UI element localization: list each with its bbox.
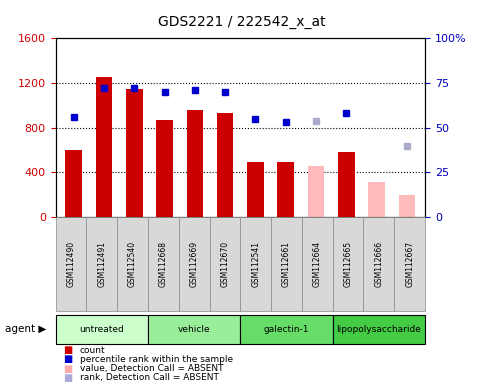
Text: value, Detection Call = ABSENT: value, Detection Call = ABSENT xyxy=(80,364,223,373)
Text: GSM112670: GSM112670 xyxy=(220,241,229,287)
Text: ■: ■ xyxy=(63,373,72,383)
Bar xyxy=(126,89,142,217)
Text: GDS2221 / 222542_x_at: GDS2221 / 222542_x_at xyxy=(157,15,326,29)
Text: GSM112490: GSM112490 xyxy=(67,241,75,287)
Text: percentile rank within the sample: percentile rank within the sample xyxy=(80,355,233,364)
Text: GSM112666: GSM112666 xyxy=(374,241,384,287)
Text: GSM112541: GSM112541 xyxy=(251,241,260,287)
Bar xyxy=(156,120,173,217)
Bar xyxy=(217,113,233,217)
Text: rank, Detection Call = ABSENT: rank, Detection Call = ABSENT xyxy=(80,373,219,382)
Bar xyxy=(338,152,355,217)
Bar xyxy=(186,110,203,217)
Bar xyxy=(398,195,415,217)
Text: ■: ■ xyxy=(63,345,72,355)
Text: GSM112664: GSM112664 xyxy=(313,241,322,287)
Bar xyxy=(277,162,294,217)
Text: lipopolysaccharide: lipopolysaccharide xyxy=(337,325,421,334)
Bar xyxy=(65,150,82,217)
Text: GSM112491: GSM112491 xyxy=(97,241,106,287)
Text: GSM112667: GSM112667 xyxy=(405,241,414,287)
Bar xyxy=(96,78,113,217)
Bar xyxy=(247,162,264,217)
Text: GSM112669: GSM112669 xyxy=(190,241,199,287)
Text: ■: ■ xyxy=(63,364,72,374)
Text: untreated: untreated xyxy=(79,325,124,334)
Text: galectin-1: galectin-1 xyxy=(264,325,309,334)
Text: agent ▶: agent ▶ xyxy=(5,324,46,334)
Bar xyxy=(368,182,385,217)
Text: count: count xyxy=(80,346,105,355)
Text: GSM112668: GSM112668 xyxy=(159,241,168,287)
Bar xyxy=(308,166,325,217)
Text: GSM112661: GSM112661 xyxy=(282,241,291,287)
Text: GSM112540: GSM112540 xyxy=(128,241,137,287)
Text: GSM112665: GSM112665 xyxy=(343,241,353,287)
Text: ■: ■ xyxy=(63,354,72,364)
Text: vehicle: vehicle xyxy=(178,325,211,334)
